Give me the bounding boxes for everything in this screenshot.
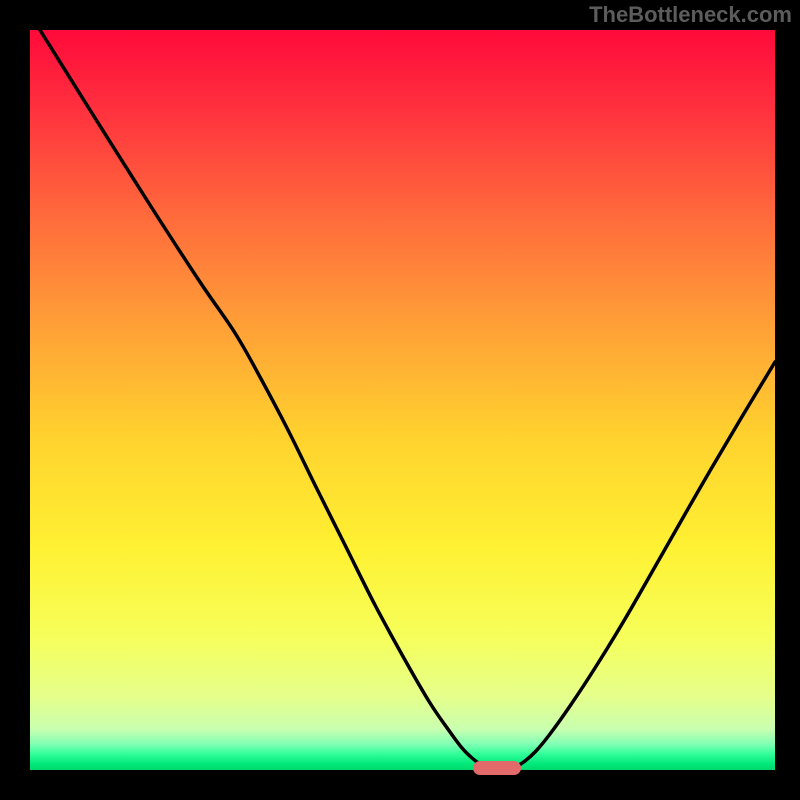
outer-frame: TheBottleneck.com [0,0,800,800]
optimal-marker [473,761,521,775]
watermark-label: TheBottleneck.com [589,2,792,28]
bottleneck-chart [0,0,800,800]
